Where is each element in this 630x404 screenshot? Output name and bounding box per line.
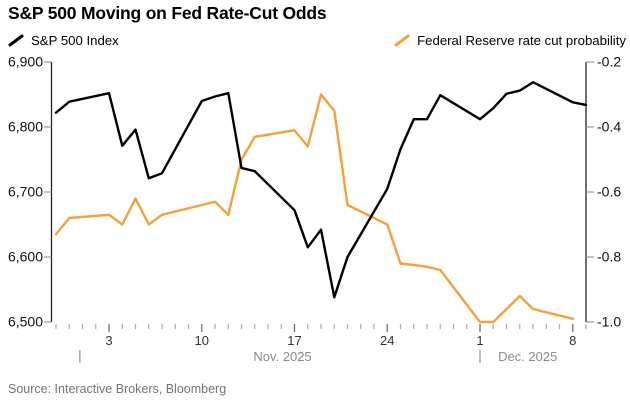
x-axis-tick-label: 3: [105, 333, 112, 348]
right-axis-tick-label: -1.0: [597, 314, 621, 330]
orange-line-swatch-icon: [394, 34, 410, 47]
legend: S&P 500 Index Federal Reserve rate cut p…: [8, 33, 626, 48]
month-label: Dec. 2025: [498, 349, 557, 364]
left-axis-tick-label: 6,600: [8, 249, 43, 265]
right-axis-tick-label: -0.4: [597, 119, 621, 135]
x-axis-tick-label: 1: [476, 333, 483, 348]
chart-canvas: 6,900 6,800 6,700 6,600 6,500 -0.2 -0.4 -0.6 -0.…: [8, 54, 621, 364]
left-axis-tick-label: 6,500: [8, 314, 43, 330]
x-axis-tick-label: 10: [195, 333, 209, 348]
black-line-swatch-icon: [8, 34, 24, 47]
legend-item-rate-cut-probability: Federal Reserve rate cut probability: [394, 33, 626, 48]
sp500-series-line: [54, 80, 588, 299]
x-axis-tick-label: 8: [569, 333, 576, 348]
chart-title: S&P 500 Moving on Fed Rate-Cut Odds: [8, 3, 327, 23]
x-axis-tick-label: 24: [380, 333, 394, 348]
rate-cut-probability-series-line: [54, 93, 574, 324]
legend-item-sp500: S&P 500 Index: [8, 33, 119, 48]
right-axis-tick-label: -0.6: [597, 184, 621, 200]
left-axis-tick-label: 6,800: [8, 119, 43, 135]
x-axis-tick-label: 17: [287, 333, 301, 348]
left-axis-tick-label: 6,900: [8, 54, 43, 70]
legend-label-rate-cut-probability: Federal Reserve rate cut probability: [417, 33, 626, 48]
right-axis-tick-label: -0.2: [597, 54, 621, 70]
source-credit: Source: Interactive Brokers, Bloomberg: [8, 382, 227, 396]
legend-label-sp500: S&P 500 Index: [31, 33, 119, 48]
right-axis-tick-label: -0.8: [597, 249, 621, 265]
month-label: Nov. 2025: [253, 349, 311, 364]
left-axis-tick-label: 6,700: [8, 184, 43, 200]
